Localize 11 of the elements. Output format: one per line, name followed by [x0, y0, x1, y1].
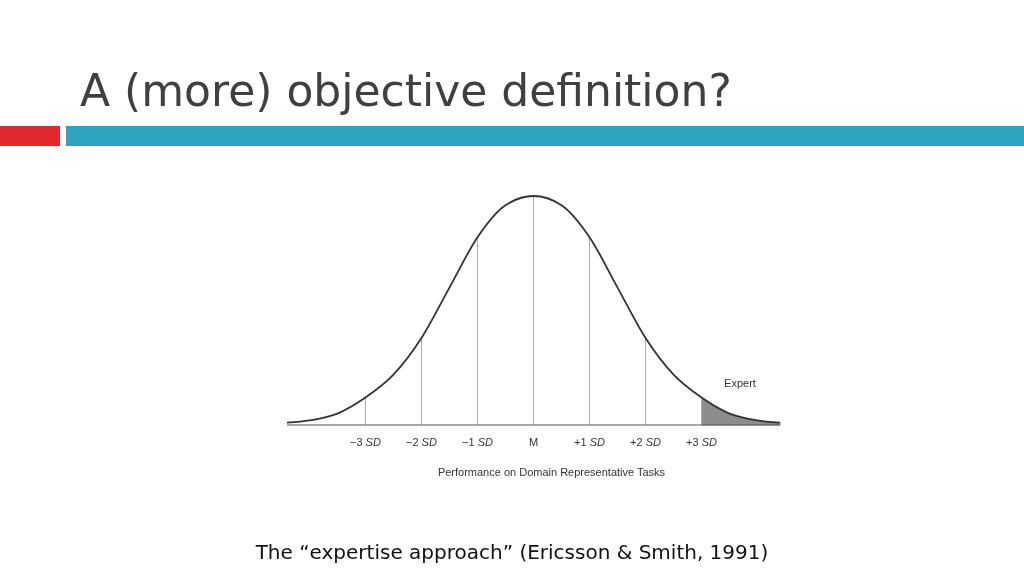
annotation: Expert — [724, 377, 756, 389]
x-tick-label: −1 SD — [462, 436, 493, 448]
x-tick-label: +3 SD — [686, 436, 718, 448]
x-tick-label: −2 SD — [406, 436, 437, 448]
x-tick-label: +1 SD — [574, 436, 606, 448]
chart-title: A (more) objective definition? — [80, 65, 732, 116]
x-tick-label: M — [528, 436, 539, 448]
x-tick-label: −3 SD — [349, 436, 381, 448]
x-axis-title: Performance on Domain Representative Tasks — [437, 466, 666, 478]
x-tick-label: +2 SD — [630, 436, 662, 448]
text: The “expertise approach” (Ericsson & Smith, 1991) — [254, 540, 769, 564]
